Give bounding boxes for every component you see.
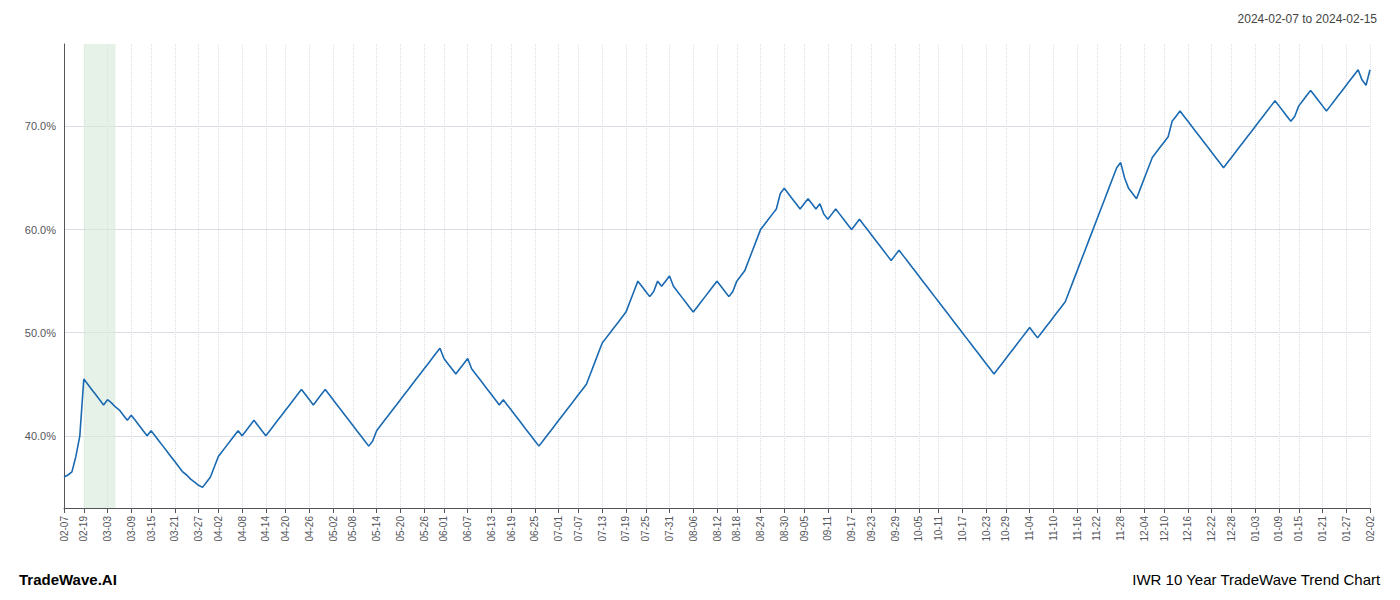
svg-text:07-19: 07-19 xyxy=(620,516,631,542)
svg-text:07-31: 07-31 xyxy=(664,516,675,542)
svg-text:IWR 10 Year TradeWave Trend Ch: IWR 10 Year TradeWave Trend Chart xyxy=(1132,571,1381,588)
svg-text:2024-02-07 to 2024-02-15: 2024-02-07 to 2024-02-15 xyxy=(1238,12,1378,26)
svg-text:60.0%: 60.0% xyxy=(25,224,56,236)
svg-text:05-26: 05-26 xyxy=(419,516,430,542)
svg-text:05-20: 05-20 xyxy=(395,516,406,542)
svg-text:06-01: 06-01 xyxy=(438,516,449,542)
svg-text:01-03: 01-03 xyxy=(1250,516,1261,542)
svg-text:08-12: 08-12 xyxy=(712,516,723,542)
svg-text:01-27: 01-27 xyxy=(1341,516,1352,542)
svg-text:10-17: 10-17 xyxy=(957,516,968,542)
svg-text:03-09: 03-09 xyxy=(126,516,137,542)
svg-text:08-30: 08-30 xyxy=(779,516,790,542)
svg-text:09-29: 09-29 xyxy=(890,516,901,542)
svg-text:11-04: 11-04 xyxy=(1024,516,1035,541)
svg-text:50.0%: 50.0% xyxy=(25,327,56,339)
svg-text:10-05: 10-05 xyxy=(913,516,924,542)
svg-text:06-25: 06-25 xyxy=(529,516,540,542)
svg-text:12-22: 12-22 xyxy=(1206,516,1217,542)
svg-text:04-14: 04-14 xyxy=(260,516,271,542)
svg-text:02-19: 02-19 xyxy=(78,516,89,542)
svg-text:09-11: 09-11 xyxy=(822,516,833,541)
svg-text:09-17: 09-17 xyxy=(846,516,857,542)
svg-text:07-13: 07-13 xyxy=(597,516,608,542)
svg-text:03-27: 03-27 xyxy=(193,516,204,542)
svg-text:12-16: 12-16 xyxy=(1182,516,1193,542)
svg-text:08-18: 08-18 xyxy=(731,516,742,542)
svg-text:04-08: 04-08 xyxy=(237,516,248,542)
svg-text:11-28: 11-28 xyxy=(1115,516,1126,541)
svg-text:11-10: 11-10 xyxy=(1048,516,1059,541)
svg-text:10-23: 10-23 xyxy=(981,516,992,542)
svg-text:12-10: 12-10 xyxy=(1159,516,1170,542)
svg-text:07-25: 07-25 xyxy=(640,516,651,542)
svg-text:70.0%: 70.0% xyxy=(25,120,56,132)
svg-text:03-21: 03-21 xyxy=(169,516,180,542)
svg-text:07-01: 07-01 xyxy=(553,516,564,542)
svg-text:04-20: 04-20 xyxy=(280,516,291,542)
svg-text:40.0%: 40.0% xyxy=(25,430,56,442)
svg-text:10-11: 10-11 xyxy=(933,516,944,541)
svg-text:09-05: 09-05 xyxy=(799,516,810,542)
svg-text:08-24: 08-24 xyxy=(755,516,766,542)
svg-text:06-19: 06-19 xyxy=(506,516,517,542)
svg-text:12-04: 12-04 xyxy=(1139,516,1150,542)
svg-text:02-02: 02-02 xyxy=(1365,516,1376,542)
svg-text:02-07: 02-07 xyxy=(59,516,70,542)
svg-text:01-15: 01-15 xyxy=(1293,516,1304,542)
svg-text:05-02: 05-02 xyxy=(328,516,339,542)
svg-text:10-29: 10-29 xyxy=(1000,516,1011,542)
svg-text:03-03: 03-03 xyxy=(102,516,113,542)
svg-text:12-28: 12-28 xyxy=(1226,516,1237,542)
svg-text:04-26: 04-26 xyxy=(304,516,315,542)
svg-text:01-09: 01-09 xyxy=(1273,516,1284,542)
svg-text:07-07: 07-07 xyxy=(573,516,584,542)
svg-text:03-15: 03-15 xyxy=(146,516,157,542)
svg-text:09-23: 09-23 xyxy=(866,516,877,542)
svg-text:05-14: 05-14 xyxy=(371,516,382,542)
svg-text:11-16: 11-16 xyxy=(1072,516,1083,541)
svg-text:11-22: 11-22 xyxy=(1091,516,1102,541)
svg-text:04-02: 04-02 xyxy=(213,516,224,542)
svg-text:06-13: 06-13 xyxy=(486,516,497,542)
svg-text:08-06: 08-06 xyxy=(688,516,699,542)
svg-text:01-21: 01-21 xyxy=(1317,516,1328,542)
svg-text:TradeWave.AI: TradeWave.AI xyxy=(19,571,117,588)
svg-text:06-07: 06-07 xyxy=(462,516,473,542)
svg-text:05-08: 05-08 xyxy=(347,516,358,542)
